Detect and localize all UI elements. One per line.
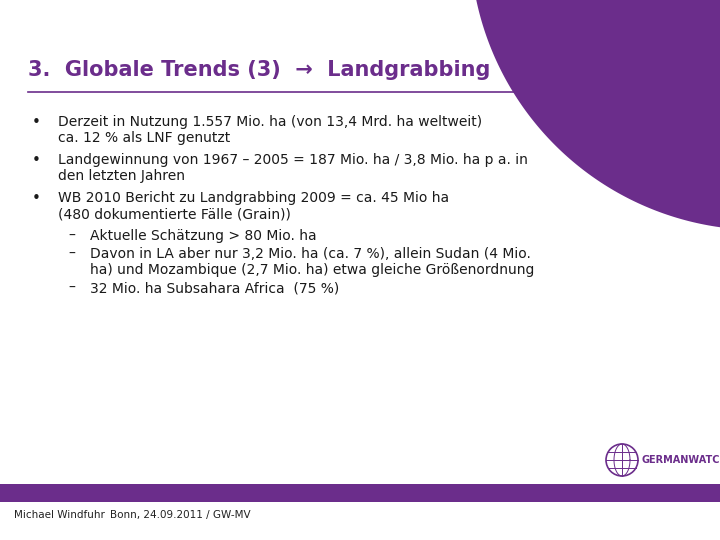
Bar [0,484,720,502]
Text: (480 dokumentierte Fälle (Grain)): (480 dokumentierte Fälle (Grain)) [58,207,291,221]
Text: •: • [32,115,41,130]
Text: –: – [68,229,75,243]
Text: 32 Mio. ha Subsahara Africa  (75 %): 32 Mio. ha Subsahara Africa (75 %) [90,281,339,295]
Text: 3.  Globale Trends (3)  →  Landgrabbing: 3. Globale Trends (3) → Landgrabbing [28,60,490,80]
Text: Bonn, 24.09.2011 / GW-MV: Bonn, 24.09.2011 / GW-MV [110,510,251,520]
Text: Derzeit in Nutzung 1.557 Mio. ha (von 13,4 Mrd. ha weltweit): Derzeit in Nutzung 1.557 Mio. ha (von 13… [58,115,482,129]
Text: –: – [68,281,75,295]
Text: Michael Windfuhr: Michael Windfuhr [14,510,105,520]
Text: Davon in LA aber nur 3,2 Mio. ha (ca. 7 %), allein Sudan (4 Mio.: Davon in LA aber nur 3,2 Mio. ha (ca. 7 … [90,247,531,261]
Text: –: – [68,247,75,261]
Text: WB 2010 Bericht zu Landgrabbing 2009 = ca. 45 Mio ha: WB 2010 Bericht zu Landgrabbing 2009 = c… [58,191,449,205]
Text: ca. 12 % als LNF genutzt: ca. 12 % als LNF genutzt [58,131,230,145]
Text: GERMANWATCH: GERMANWATCH [642,455,720,465]
Text: •: • [32,153,41,168]
Polygon shape [473,0,720,228]
Text: ha) und Mozambique (2,7 Mio. ha) etwa gleiche Größenordnung: ha) und Mozambique (2,7 Mio. ha) etwa gl… [90,263,534,277]
Text: Landgewinnung von 1967 – 2005 = 187 Mio. ha / 3,8 Mio. ha p a. in: Landgewinnung von 1967 – 2005 = 187 Mio.… [58,153,528,167]
Text: •: • [32,191,41,206]
Text: Aktuelle Schätzung > 80 Mio. ha: Aktuelle Schätzung > 80 Mio. ha [90,229,317,243]
Text: den letzten Jahren: den letzten Jahren [58,169,185,183]
